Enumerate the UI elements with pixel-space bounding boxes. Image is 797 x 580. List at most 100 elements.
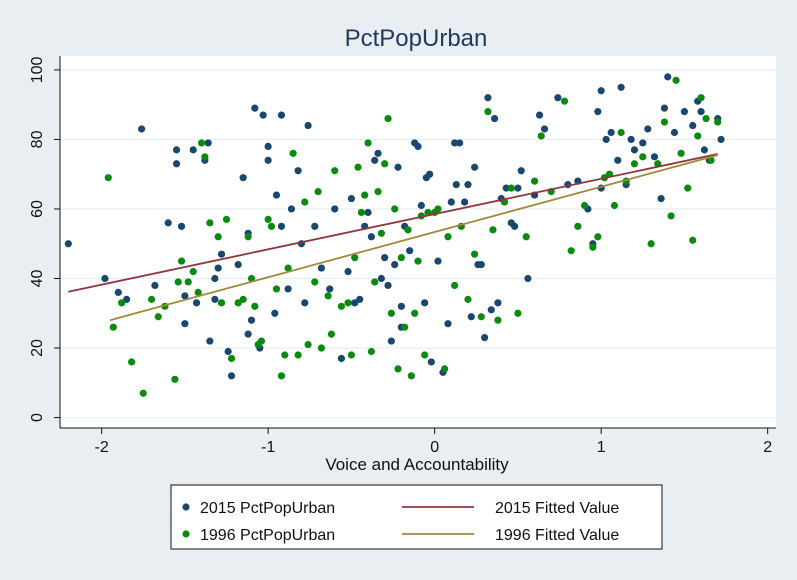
point-2015 xyxy=(650,153,659,161)
point-2015 xyxy=(514,184,522,192)
point-1996 xyxy=(477,313,485,321)
point-1996 xyxy=(304,340,312,349)
point-1996 xyxy=(217,299,226,307)
point-2015 xyxy=(189,146,197,154)
point-1996 xyxy=(239,295,247,303)
point-1996 xyxy=(377,229,385,237)
point-2015 xyxy=(639,139,647,147)
point-2015 xyxy=(384,281,392,290)
point-1996 xyxy=(421,351,429,359)
point-1996 xyxy=(397,254,405,262)
point-2015 xyxy=(467,313,475,321)
point-1996 xyxy=(272,285,281,293)
y-tick-label: 0 xyxy=(29,413,46,422)
point-2015 xyxy=(607,128,615,137)
point-1996 xyxy=(327,330,336,338)
legend: 2015 PctPopUrban 1996 PctPopUrban 2015 Fit… xyxy=(182,500,619,544)
point-2015 xyxy=(414,142,422,150)
point-2015 xyxy=(227,372,236,380)
point-1996 xyxy=(667,212,675,220)
point-1996 xyxy=(177,257,186,265)
point-2015 xyxy=(447,198,455,206)
point-1996 xyxy=(139,389,147,397)
point-1996 xyxy=(514,309,522,317)
point-2015 xyxy=(540,125,549,133)
point-2015 xyxy=(670,128,679,137)
point-2015 xyxy=(614,156,622,164)
point-2015 xyxy=(331,205,339,213)
point-1996 xyxy=(184,278,192,286)
x-tick-label: -1 xyxy=(261,439,275,456)
fitted-line-1996 xyxy=(109,154,718,322)
point-1996 xyxy=(647,240,655,248)
point-2015 xyxy=(264,142,272,150)
point-1996 xyxy=(197,139,206,147)
point-2015 xyxy=(326,285,334,293)
point-2015 xyxy=(461,198,469,206)
point-2015 xyxy=(351,299,359,307)
point-2015 xyxy=(717,135,725,144)
point-2015 xyxy=(204,139,212,147)
point-2015 xyxy=(374,149,382,157)
point-1996 xyxy=(267,222,276,230)
point-2015 xyxy=(452,181,460,189)
point-2015 xyxy=(367,233,375,241)
point-1996 xyxy=(702,114,710,123)
point-2015 xyxy=(417,201,425,210)
point-2015 xyxy=(284,285,292,293)
point-2015 xyxy=(644,125,652,133)
point-2015 xyxy=(172,160,181,168)
point-2015 xyxy=(406,247,414,255)
point-2015 xyxy=(114,288,122,297)
x-tick-label: 1 xyxy=(597,439,606,456)
legend-swatch xyxy=(182,503,190,511)
point-1996 xyxy=(104,174,112,182)
point-1996 xyxy=(264,215,272,224)
point-1996 xyxy=(489,226,497,234)
point-1996 xyxy=(284,264,292,272)
point-2015 xyxy=(304,121,312,130)
point-2015 xyxy=(277,222,286,230)
chart-title: PctPopUrban xyxy=(345,25,488,52)
point-1996 xyxy=(294,351,302,359)
point-1996 xyxy=(484,108,492,116)
x-tick-label: 0 xyxy=(430,439,439,456)
point-1996 xyxy=(567,247,575,255)
point-2015 xyxy=(477,260,485,269)
point-2015 xyxy=(464,181,472,189)
point-2015 xyxy=(211,295,219,303)
point-2015 xyxy=(554,94,562,102)
point-1996 xyxy=(560,97,569,105)
point-2015 xyxy=(192,299,201,307)
point-2015 xyxy=(421,299,429,307)
point-1996 xyxy=(537,132,545,140)
point-1996 xyxy=(580,201,589,210)
point-1996 xyxy=(610,201,619,210)
point-1996 xyxy=(337,302,346,310)
point-1996 xyxy=(347,351,355,359)
point-1996 xyxy=(247,274,256,283)
point-2015 xyxy=(700,146,709,154)
point-2015 xyxy=(264,156,272,164)
point-1996 xyxy=(684,184,692,192)
point-2015 xyxy=(689,121,697,130)
point-2015 xyxy=(287,205,296,213)
point-1996 xyxy=(154,313,162,321)
y-tick-label: 20 xyxy=(29,339,46,357)
point-2015 xyxy=(597,87,605,95)
point-2015 xyxy=(426,170,434,178)
point-1996 xyxy=(351,254,359,262)
point-2015 xyxy=(594,108,602,116)
point-1996 xyxy=(441,365,449,373)
point-2015 xyxy=(381,254,389,262)
point-1996 xyxy=(171,375,179,383)
point-2015 xyxy=(664,73,672,81)
point-2015 xyxy=(164,219,172,227)
point-2015 xyxy=(181,320,189,328)
point-1996 xyxy=(214,233,222,241)
point-1996 xyxy=(414,257,422,265)
point-1996 xyxy=(707,156,715,164)
point-1996 xyxy=(357,208,365,217)
point-1996 xyxy=(522,233,530,241)
y-tick-label: 40 xyxy=(29,270,46,288)
